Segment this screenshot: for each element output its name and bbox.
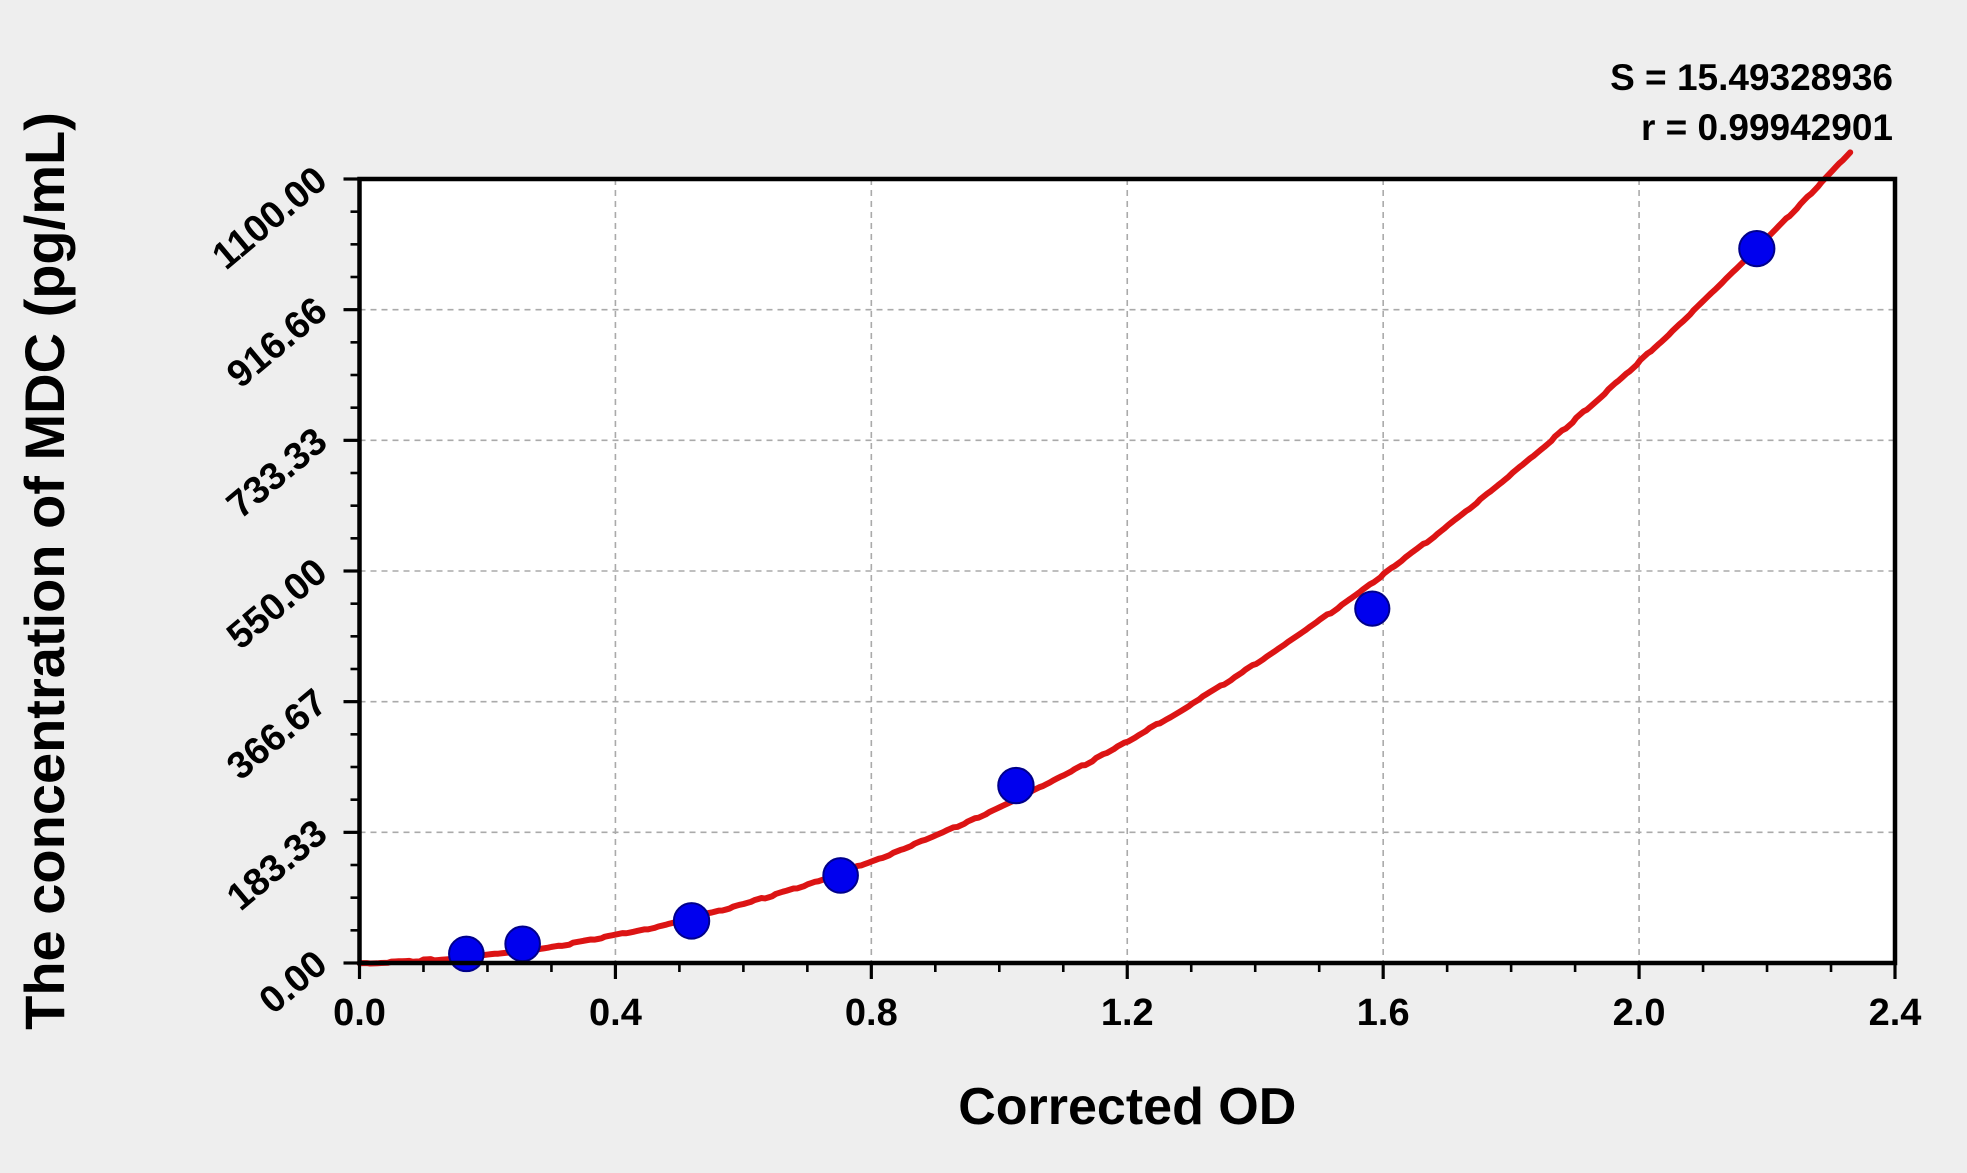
svg-text:1.2: 1.2 (1101, 992, 1154, 1034)
svg-text:S = 15.49328936: S = 15.49328936 (1610, 57, 1893, 98)
svg-text:0.4: 0.4 (589, 992, 642, 1034)
svg-text:0.0: 0.0 (333, 992, 386, 1034)
svg-text:1.6: 1.6 (1357, 992, 1410, 1034)
svg-text:2.4: 2.4 (1869, 992, 1922, 1034)
svg-text:2.0: 2.0 (1613, 992, 1666, 1034)
svg-text:Corrected OD: Corrected OD (958, 1078, 1296, 1136)
svg-text:r = 0.99942901: r = 0.99942901 (1641, 107, 1893, 148)
svg-text:0.8: 0.8 (845, 992, 898, 1034)
svg-text:The concentration of MDC (pg/m: The concentration of MDC (pg/mL) (13, 112, 76, 1030)
